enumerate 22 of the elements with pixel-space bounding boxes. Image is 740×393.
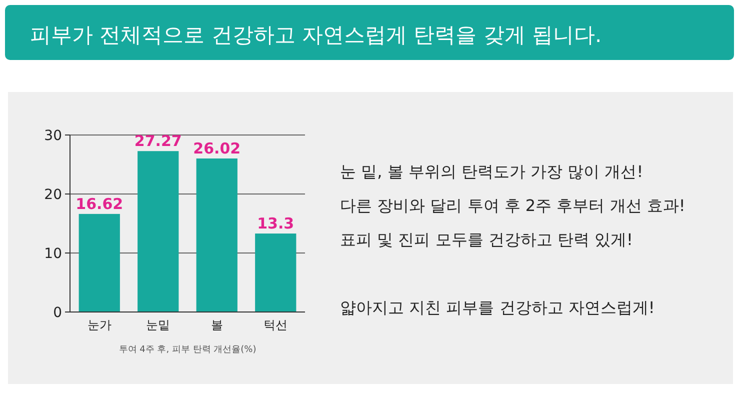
x-axis-title: 투여 4주 후, 피부 탄력 개선율(%) — [118, 345, 256, 355]
text: 다른 장비와 달리 투여 후 2주 후부터 개선 효과! — [340, 196, 686, 215]
text: 표피 및 진피 모두를 건강하고 탄력 있게! — [340, 230, 633, 249]
y-tick-label: 0 — [53, 305, 62, 321]
y-tick-label: 20 — [44, 187, 62, 203]
data-label: 16.62 — [76, 194, 124, 213]
y-tick-label: 10 — [44, 246, 62, 262]
text: 눈 밑, 볼 부위의 탄력도가 가장 많이 개선! — [340, 162, 644, 181]
data-label: 26.02 — [193, 139, 241, 158]
x-tick-label: 눈밑 — [146, 318, 170, 332]
data-label: 27.27 — [134, 132, 182, 150]
x-tick-label: 턱선 — [264, 318, 288, 332]
bar — [255, 234, 296, 312]
text: 얇아지고 지친 피부를 건강하고 자연스럽게! — [340, 298, 655, 317]
bar — [196, 158, 238, 312]
bar — [138, 151, 179, 312]
y-tick-label: 30 — [44, 128, 62, 144]
data-label: 13.3 — [257, 214, 294, 233]
bar — [78, 214, 120, 312]
chart-title: 피부가 전체적으로 건강하고 자연스럽게 탄력을 갖게 됩니다. — [30, 23, 602, 47]
x-tick-label: 눈가 — [87, 318, 112, 332]
x-tick-label: 볼 — [210, 318, 223, 332]
